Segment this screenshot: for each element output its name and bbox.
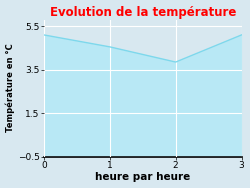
X-axis label: heure par heure: heure par heure <box>95 172 190 182</box>
Title: Evolution de la température: Evolution de la température <box>50 6 236 19</box>
Y-axis label: Température en °C: Température en °C <box>6 44 15 133</box>
